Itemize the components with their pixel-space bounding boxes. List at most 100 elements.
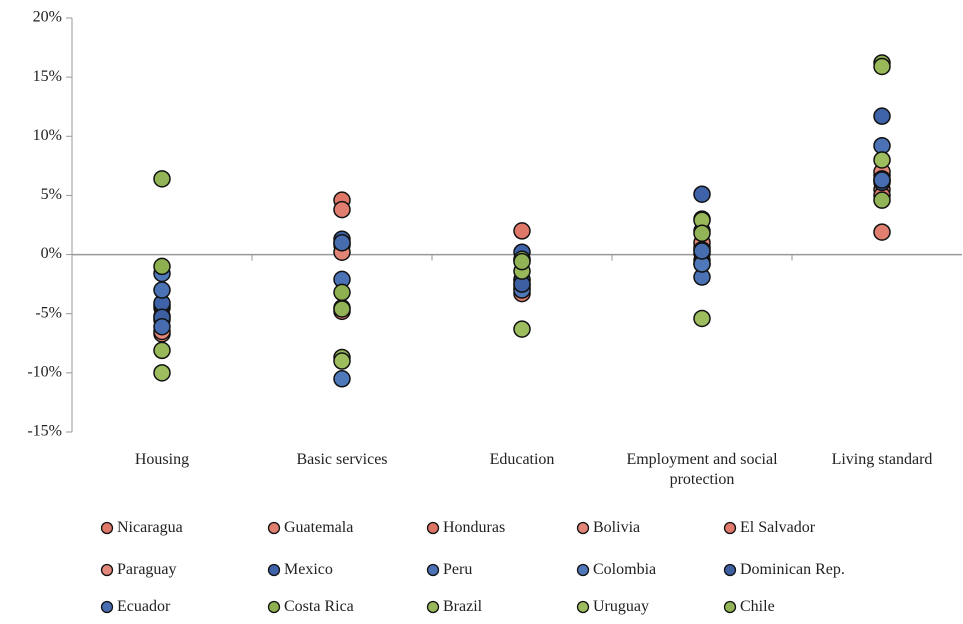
dot [153,170,171,188]
legend-label: Peru [443,561,473,578]
dot [333,300,351,318]
dot [873,223,891,241]
legend-swatch [267,521,281,535]
legend-label: Paraguay [117,561,177,578]
legend-marker [267,600,281,614]
legend-item: El Salvador [723,519,815,537]
y-tick-label: 5% [41,186,62,203]
legend-item: Peru [426,561,472,579]
dot [333,200,351,219]
legend-swatch [426,521,440,535]
dot [153,341,171,360]
y-tick-label: -15% [27,423,62,440]
legend-label: Mexico [284,561,333,578]
legend-swatch [267,563,281,577]
y-tick-label: 0% [41,245,62,262]
x-tick-label: Basic services [296,451,388,468]
legend-item: Guatemala [267,519,353,537]
legend-label: Uruguay [593,598,649,615]
legend-item: Paraguay [100,561,177,579]
legend-swatch [426,600,440,614]
x-tick-label: Education [489,451,555,468]
legend-label: Colombia [593,561,657,578]
legend-swatch [723,600,737,614]
legend-label: Bolivia [593,519,641,536]
legend-label: Chile [740,598,775,615]
legend-item: Bolivia [576,519,640,537]
legend-marker [723,563,737,577]
dot [873,57,891,76]
dot [693,224,711,243]
legend-label: Honduras [443,519,506,536]
dot [693,185,711,203]
legend-label: El Salvador [740,519,816,536]
legend-label: Dominican Rep. [740,561,845,578]
legend-label: Brazil [443,598,483,615]
legend-item: Honduras [426,519,505,537]
legend-item: Costa Rica [267,598,354,616]
legend-marker [576,563,590,577]
legend-swatch [267,600,281,614]
legend-marker [426,563,440,577]
y-tick-label: 20% [33,9,62,26]
x-tick-label: Living standard [831,451,933,468]
legend-label: Nicaragua [117,519,183,536]
legend-item: Ecuador [100,598,170,616]
legend-swatch [100,563,114,577]
dot [873,107,891,125]
legend-marker [723,521,737,535]
legend-item: Mexico [267,561,333,579]
dot [333,283,351,302]
dot [153,281,171,299]
legend-marker [100,600,114,614]
legend-label: Costa Rica [284,598,354,615]
legend-swatch [100,600,114,614]
legend-marker [267,521,281,535]
legend-marker [426,521,440,535]
dot [513,222,531,240]
legend-item: Chile [723,598,775,616]
legend-swatch [576,600,590,614]
y-tick-label: 15% [33,68,62,85]
legend-marker [267,563,281,577]
dot [873,191,891,209]
legend-item: Nicaragua [100,519,183,537]
legend-marker [100,521,114,535]
legend-swatch [576,521,590,535]
legend-marker [576,521,590,535]
legend-marker [100,563,114,577]
legend-item: Uruguay [576,598,649,616]
y-tick-label: -5% [35,304,62,321]
legend-swatch [723,563,737,577]
legend-item: Colombia [576,561,656,579]
y-tick-label: -10% [27,364,62,381]
dot [693,309,711,328]
dot [153,317,171,336]
y-tick-label: 10% [33,127,62,144]
x-tick-label: Employment and social protection [626,451,778,488]
legend-marker [723,600,737,614]
legend-label: Guatemala [284,519,354,536]
legend-item: Brazil [426,598,482,616]
legend-swatch [576,563,590,577]
legend-swatch [723,521,737,535]
legend-swatch [100,521,114,535]
dot [873,151,891,169]
legend-item: Dominican Rep. [723,561,845,579]
legend-swatch [426,563,440,577]
dot [513,252,531,271]
dot [873,171,891,189]
dot [153,364,171,382]
legend-marker [426,600,440,614]
dot [333,370,351,388]
x-tick-label: Housing [134,451,190,468]
dot [153,257,171,276]
dot [513,320,531,338]
dot [693,242,711,260]
dot [333,352,351,370]
dot [333,233,351,252]
legend-label: Ecuador [117,598,171,615]
legend-marker [576,600,590,614]
